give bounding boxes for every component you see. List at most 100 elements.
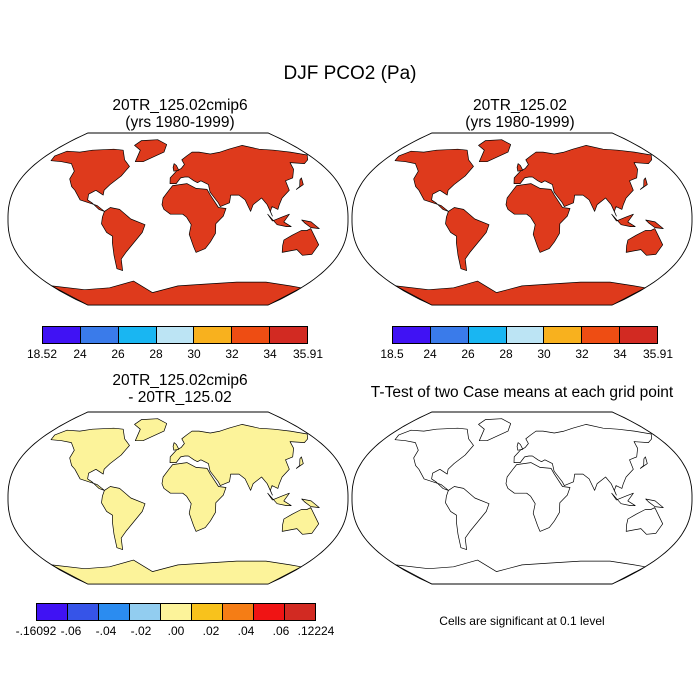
colorbar-tick-label: 18.5 — [380, 347, 404, 361]
landmass-japan — [639, 456, 648, 469]
landmass-uk — [172, 163, 180, 172]
colorbar-labels-case1: 18.52 24 26 28 30 32 34 35.91 — [27, 347, 323, 363]
colorbar-tick-label: 24 — [423, 347, 437, 361]
landmass-new-guinea — [301, 219, 320, 229]
landmass-uk — [516, 442, 524, 451]
colorbar-cell — [223, 604, 254, 620]
panel-title-line1: T-Test of two Case means at each grid po… — [370, 384, 674, 401]
colorbar-case2 — [392, 326, 658, 344]
colorbar-cell — [161, 604, 192, 620]
landmass-africa — [505, 462, 571, 532]
landmass-north-america — [50, 148, 130, 212]
landmass-south-america — [445, 486, 490, 550]
map-case2 — [351, 132, 693, 306]
colorbar-tick-label: 30 — [537, 347, 551, 361]
landmass-indonesia — [611, 213, 636, 227]
colorbar-tick-label: 32 — [225, 347, 239, 361]
colorbar-tick-label: 18.52 — [26, 347, 58, 361]
landmass-eurasia — [169, 145, 309, 217]
colorbar-labels-difference: -.16092 -.06 -.04 -.02 .00 .02 .04 .06 .12224 — [16, 624, 335, 640]
colorbar-tick-label: 34 — [263, 347, 277, 361]
colorbar-tick-label: 24 — [73, 347, 87, 361]
landmass-south-america — [445, 207, 490, 271]
landmass-antarctica — [395, 280, 646, 306]
colorbar-tick-label: 34 — [613, 347, 627, 361]
landmass-greenland — [478, 139, 512, 163]
colorbar-cell — [232, 327, 271, 343]
landmass-greenland — [134, 418, 168, 442]
landmass-japan — [639, 177, 648, 190]
landmass-uk — [172, 442, 180, 451]
landmass-antarctica — [51, 559, 302, 585]
colorbar-tick-label: 35.91 — [642, 347, 674, 361]
landmass-north-america — [394, 427, 474, 491]
colorbar-tick-label: 35.91 — [292, 347, 324, 361]
colorbar-cell — [582, 327, 621, 343]
colorbar-tick-label: .06 — [272, 624, 290, 638]
panel-title-difference: 20TR_125.02cmip6 - 20TR_125.02 — [20, 372, 340, 406]
colorbar-cell — [468, 327, 507, 343]
colorbar-cell — [68, 604, 99, 620]
landmass-north-america — [50, 427, 130, 491]
panel-title-ttest: T-Test of two Case means at each grid po… — [352, 384, 692, 401]
landmass-australia — [281, 507, 320, 535]
landmass-south-america — [101, 207, 146, 271]
landmass-africa — [161, 462, 227, 532]
landmass-australia — [625, 228, 664, 256]
colorbar-cell — [430, 327, 469, 343]
colorbar-tick-label: -.02 — [130, 624, 152, 638]
landmass-eurasia — [169, 424, 309, 496]
landmass-africa — [161, 183, 227, 253]
colorbar-cell — [506, 327, 545, 343]
panel-title-line2: (yrs 1980-1999) — [125, 114, 235, 131]
landmass-indonesia — [611, 492, 636, 506]
panel-title-case2: 20TR_125.02 (yrs 1980-1999) — [360, 97, 680, 131]
landmass-australia — [281, 228, 320, 256]
colorbar-tick-label: -.06 — [60, 624, 82, 638]
colorbar-cell — [254, 604, 285, 620]
colorbar-cell — [620, 327, 658, 343]
landmass-japan — [295, 456, 304, 469]
colorbar-case1 — [42, 326, 308, 344]
colorbar-tick-label: .00 — [167, 624, 185, 638]
colorbar-labels-case2: 18.5 24 26 28 30 32 34 35.91 — [380, 347, 673, 363]
colorbar-cell — [270, 327, 308, 343]
panel-title-line1: 20TR_125.02cmip6 — [112, 97, 248, 114]
colorbar-cell — [544, 327, 583, 343]
colorbar-tick-label: 26 — [111, 347, 125, 361]
map-case1 — [7, 132, 349, 306]
colorbar-cell — [192, 604, 223, 620]
colorbar-cell — [99, 604, 130, 620]
panel-title-line1: 20TR_125.02 — [473, 97, 567, 114]
landmass-greenland — [478, 418, 512, 442]
panel-title-line2: (yrs 1980-1999) — [465, 114, 575, 131]
landmass-south-america — [101, 486, 146, 550]
colorbar-cell — [130, 604, 161, 620]
landmass-japan — [295, 177, 304, 190]
landmass-antarctica — [51, 280, 302, 306]
colorbar-cell — [285, 604, 315, 620]
colorbar-tick-label: 30 — [187, 347, 201, 361]
landmass-north-america — [394, 148, 474, 212]
colorbar-tick-label: .12224 — [297, 624, 335, 638]
colorbar-cell — [156, 327, 195, 343]
map-difference — [7, 411, 349, 585]
figure-title: DJF PCO2 (Pa) — [283, 63, 417, 84]
colorbar-tick-label: 28 — [149, 347, 163, 361]
panel-title-line2: - 20TR_125.02 — [128, 389, 232, 406]
colorbar-cell — [393, 327, 431, 343]
colorbar-difference — [36, 603, 316, 621]
colorbar-tick-label: 26 — [461, 347, 475, 361]
map-ttest — [351, 411, 693, 585]
map-boundary — [351, 411, 693, 585]
colorbar-cell — [43, 327, 81, 343]
colorbar-cell — [37, 604, 68, 620]
landmass-africa — [505, 183, 571, 253]
landmass-indonesia — [267, 492, 292, 506]
panel-title-line1: 20TR_125.02cmip6 — [112, 372, 248, 389]
colorbar-tick-label: .04 — [237, 624, 255, 638]
colorbar-cell — [118, 327, 157, 343]
colorbar-tick-label: -.16092 — [15, 624, 57, 638]
colorbar-tick-label: .02 — [202, 624, 220, 638]
landmass-antarctica — [395, 559, 646, 585]
